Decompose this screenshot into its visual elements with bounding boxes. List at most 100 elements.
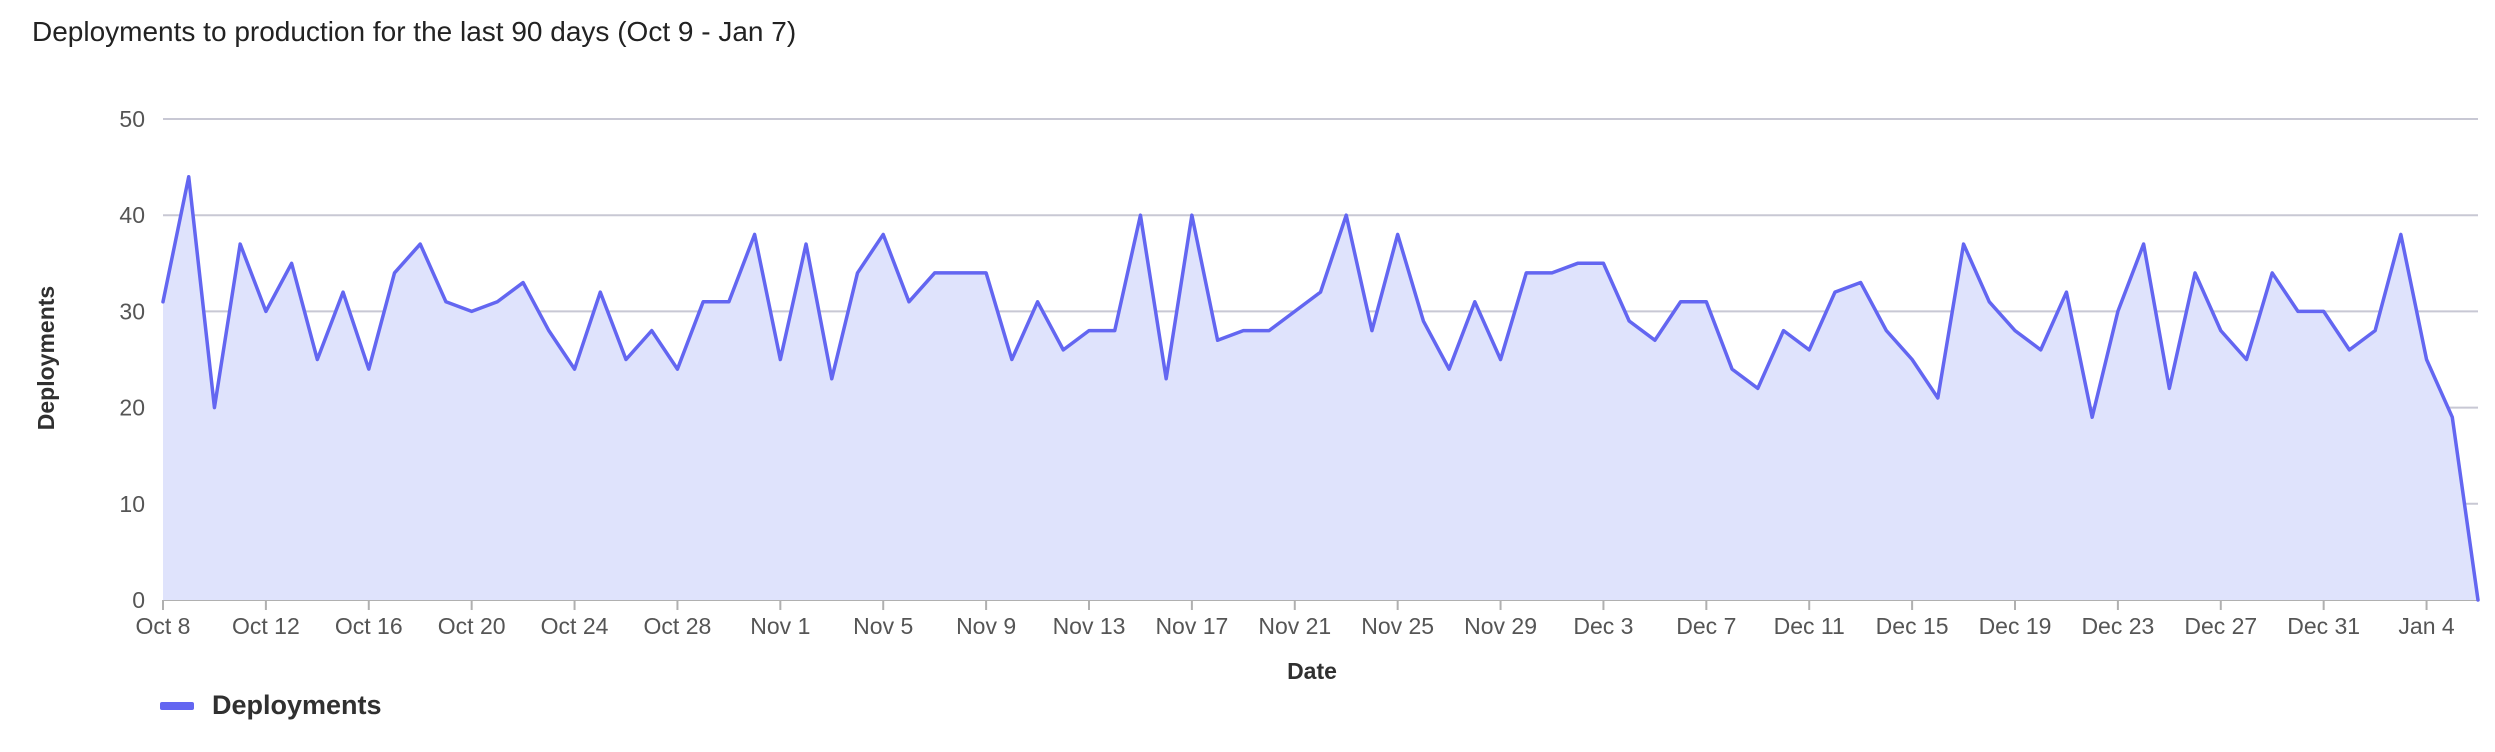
data-point xyxy=(752,231,758,237)
data-point xyxy=(2244,357,2250,363)
x-tick-label: Dec 19 xyxy=(1979,613,2052,639)
data-point xyxy=(1986,299,1992,305)
x-tick-label: Nov 21 xyxy=(1258,613,1331,639)
data-point xyxy=(2372,328,2378,334)
x-tick-label: Oct 16 xyxy=(335,613,403,639)
x-tick-label: Nov 1 xyxy=(750,613,810,639)
data-point xyxy=(777,357,783,363)
data-point xyxy=(1472,299,1478,305)
data-point xyxy=(314,357,320,363)
data-point xyxy=(1883,328,1889,334)
x-tick-label: Dec 23 xyxy=(2081,613,2154,639)
data-point xyxy=(1420,318,1426,324)
legend-label: Deployments xyxy=(212,690,382,720)
x-tick-label: Dec 31 xyxy=(2287,613,2360,639)
x-tick-label: Nov 9 xyxy=(956,613,1016,639)
data-point xyxy=(2115,308,2121,314)
data-point xyxy=(855,270,861,276)
data-point xyxy=(546,328,552,334)
data-point xyxy=(597,289,603,295)
x-tick-label: Oct 8 xyxy=(136,613,191,639)
data-point xyxy=(1266,328,1272,334)
data-point xyxy=(2424,357,2430,363)
x-axis-title: Date xyxy=(1287,658,1337,684)
x-tick-label: Dec 15 xyxy=(1876,613,1949,639)
area-fill xyxy=(163,176,2478,600)
data-point xyxy=(1498,357,1504,363)
data-point xyxy=(983,270,989,276)
x-tick-label: Oct 20 xyxy=(438,613,506,639)
data-point xyxy=(1112,328,1118,334)
data-point xyxy=(1343,212,1349,218)
data-point xyxy=(1600,260,1606,266)
x-tick-label: Oct 24 xyxy=(541,613,609,639)
data-point xyxy=(186,174,192,180)
data-point xyxy=(2269,270,2275,276)
x-tick-label: Nov 17 xyxy=(1155,613,1228,639)
data-point xyxy=(649,328,655,334)
data-point xyxy=(1935,395,1941,401)
x-tick-label: Dec 27 xyxy=(2184,613,2257,639)
x-tick-label: Nov 29 xyxy=(1464,613,1537,639)
data-point xyxy=(1781,328,1787,334)
legend[interactable]: Deployments xyxy=(160,690,382,721)
data-point xyxy=(1086,328,1092,334)
data-point xyxy=(2012,328,2018,334)
data-point xyxy=(803,241,809,247)
data-point xyxy=(1369,328,1375,334)
data-point xyxy=(2141,241,2147,247)
data-point xyxy=(2398,231,2404,237)
data-point xyxy=(520,280,526,286)
y-axis-ticks: 0 10 20 30 40 50 xyxy=(119,106,145,613)
data-point xyxy=(726,299,732,305)
x-tick-label: Dec 3 xyxy=(1573,613,1633,639)
x-axis-ticks: Oct 8 Oct 12 Oct 16 Oct 20 Oct 24 Oct 28 Nov 1… xyxy=(136,600,2455,639)
data-point xyxy=(1446,366,1452,372)
data-point xyxy=(932,270,938,276)
data-point xyxy=(1832,289,1838,295)
data-point xyxy=(572,366,578,372)
data-point xyxy=(2218,328,2224,334)
data-point xyxy=(340,289,346,295)
data-point xyxy=(957,270,963,276)
data-point xyxy=(1909,357,1915,363)
data-point xyxy=(1163,376,1169,382)
data-point xyxy=(366,366,372,372)
data-point xyxy=(2346,347,2352,353)
data-point xyxy=(1575,260,1581,266)
x-tick-label: Dec 7 xyxy=(1676,613,1736,639)
data-point xyxy=(1395,231,1401,237)
x-tick-label: Nov 5 xyxy=(853,613,913,639)
data-point xyxy=(1549,270,1555,276)
x-tick-label: Nov 13 xyxy=(1053,613,1126,639)
data-point xyxy=(674,366,680,372)
y-tick-label: 20 xyxy=(119,395,145,421)
data-point xyxy=(1060,347,1066,353)
chart-title: Deployments to production for the last 9… xyxy=(32,16,797,47)
data-point xyxy=(1009,357,1015,363)
data-point xyxy=(1678,299,1684,305)
data-point xyxy=(1189,212,1195,218)
data-point xyxy=(2475,597,2481,603)
y-tick-label: 30 xyxy=(119,298,145,324)
data-point xyxy=(2038,347,2044,353)
data-point xyxy=(1806,347,1812,353)
data-point xyxy=(2089,414,2095,420)
data-point xyxy=(906,299,912,305)
data-point xyxy=(1755,385,1761,391)
data-point xyxy=(829,376,835,382)
data-point xyxy=(417,241,423,247)
data-point xyxy=(1729,366,1735,372)
data-point xyxy=(443,299,449,305)
x-tick-label: Jan 4 xyxy=(2398,613,2454,639)
y-tick-label: 10 xyxy=(119,491,145,517)
x-tick-label: Oct 12 xyxy=(232,613,300,639)
data-point xyxy=(2166,385,2172,391)
legend-swatch xyxy=(160,701,194,710)
data-point xyxy=(880,231,886,237)
data-point xyxy=(700,299,706,305)
data-point xyxy=(1626,318,1632,324)
area-layer xyxy=(161,174,2481,603)
y-tick-label: 0 xyxy=(132,587,145,613)
